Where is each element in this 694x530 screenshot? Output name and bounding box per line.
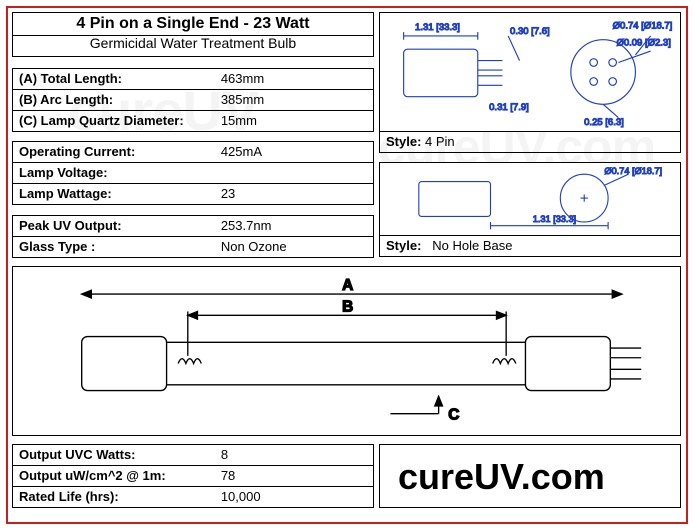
- spec-operating-current: Operating Current: 425mA: [12, 141, 374, 163]
- subtitle: Germicidal Water Treatment Bulb: [12, 35, 374, 57]
- spec-lamp-voltage: Lamp Voltage:: [12, 162, 374, 184]
- spec-glass-type: Glass Type : Non Ozone: [12, 236, 374, 258]
- style-label: Style:: [386, 134, 421, 149]
- brand-text: cureUV.com: [398, 456, 605, 498]
- style-label: Style:: [386, 238, 421, 253]
- spec-label: Rated Life (hrs):: [19, 489, 221, 505]
- spec-label: Peak UV Output:: [19, 218, 221, 234]
- spec-value: 10,000: [221, 489, 261, 505]
- subtitle-text: Germicidal Water Treatment Bulb: [90, 35, 296, 51]
- svg-text:A: A: [342, 277, 353, 294]
- spec-value: 425mA: [221, 144, 262, 160]
- spec-value: 463mm: [221, 71, 264, 87]
- spec-label: Lamp Voltage:: [19, 165, 221, 181]
- svg-text:B: B: [342, 298, 353, 315]
- svg-text:Ø0.74 [Ø18.7]: Ø0.74 [Ø18.7]: [613, 20, 673, 31]
- spec-arc-length: (B) Arc Length: 385mm: [12, 89, 374, 111]
- title: 4 Pin on a Single End - 23 Watt: [12, 12, 374, 36]
- spec-value: 385mm: [221, 92, 264, 108]
- spec-label: Output uW/cm^2 @ 1m:: [19, 468, 221, 484]
- diagram-4pin: 1.31 [33.3] 0.30 [7.6] 0.31 [7.9] Ø0.74 …: [379, 12, 681, 132]
- svg-text:0.25 [6.3]: 0.25 [6.3]: [584, 117, 624, 128]
- spec-uwcm2: Output uW/cm^2 @ 1m: 78: [12, 465, 374, 487]
- diagram-lamp: A B: [12, 266, 681, 436]
- spec-peak-uv: Peak UV Output: 253.7nm: [12, 215, 374, 237]
- svg-text:Ø0.09 [Ø2.3]: Ø0.09 [Ø2.3]: [616, 37, 670, 48]
- spec-value: Non Ozone: [221, 239, 287, 255]
- spec-label: (A) Total Length:: [19, 71, 221, 87]
- spec-quartz-diameter: (C) Lamp Quartz Diameter: 15mm: [12, 110, 374, 132]
- spec-value: 8: [221, 447, 228, 463]
- spec-value: 15mm: [221, 113, 257, 129]
- style-value: 4 Pin: [425, 134, 455, 149]
- spec-value: 78: [221, 468, 235, 484]
- spec-label: Lamp Wattage:: [19, 186, 221, 202]
- spec-total-length: (A) Total Length: 463mm: [12, 68, 374, 90]
- spec-value: 23: [221, 186, 235, 202]
- diagram-nohole: Ø0.74 [Ø18.7] 1.31 [33.3]: [379, 162, 681, 236]
- title-text: 4 Pin on a Single End - 23 Watt: [76, 15, 309, 32]
- svg-text:C: C: [448, 406, 459, 423]
- svg-text:0.30 [7.6]: 0.30 [7.6]: [510, 26, 550, 37]
- spec-label: (C) Lamp Quartz Diameter:: [19, 113, 221, 129]
- svg-text:1.31 [33.3]: 1.31 [33.3]: [533, 214, 576, 224]
- style-nohole: Style: No Hole Base: [379, 235, 681, 257]
- spec-label: Output UVC Watts:: [19, 447, 221, 463]
- spec-label: (B) Arc Length:: [19, 92, 221, 108]
- style-4pin: Style: 4 Pin: [379, 131, 681, 153]
- svg-text:Ø0.74 [Ø18.7]: Ø0.74 [Ø18.7]: [604, 166, 662, 176]
- spec-uvc-watts: Output UVC Watts: 8: [12, 444, 374, 466]
- spec-label: Operating Current:: [19, 144, 221, 160]
- spec-value: 253.7nm: [221, 218, 272, 234]
- svg-text:1.31 [33.3]: 1.31 [33.3]: [415, 22, 460, 33]
- spec-label: Glass Type :: [19, 239, 221, 255]
- spec-sheet: cureUV cureUV.com cureUV.com 4 Pin on a …: [6, 6, 688, 524]
- spec-lamp-wattage: Lamp Wattage: 23: [12, 183, 374, 205]
- spec-rated-life: Rated Life (hrs): 10,000: [12, 486, 374, 508]
- svg-text:0.31 [7.9]: 0.31 [7.9]: [489, 102, 529, 113]
- style-value: No Hole Base: [432, 238, 512, 253]
